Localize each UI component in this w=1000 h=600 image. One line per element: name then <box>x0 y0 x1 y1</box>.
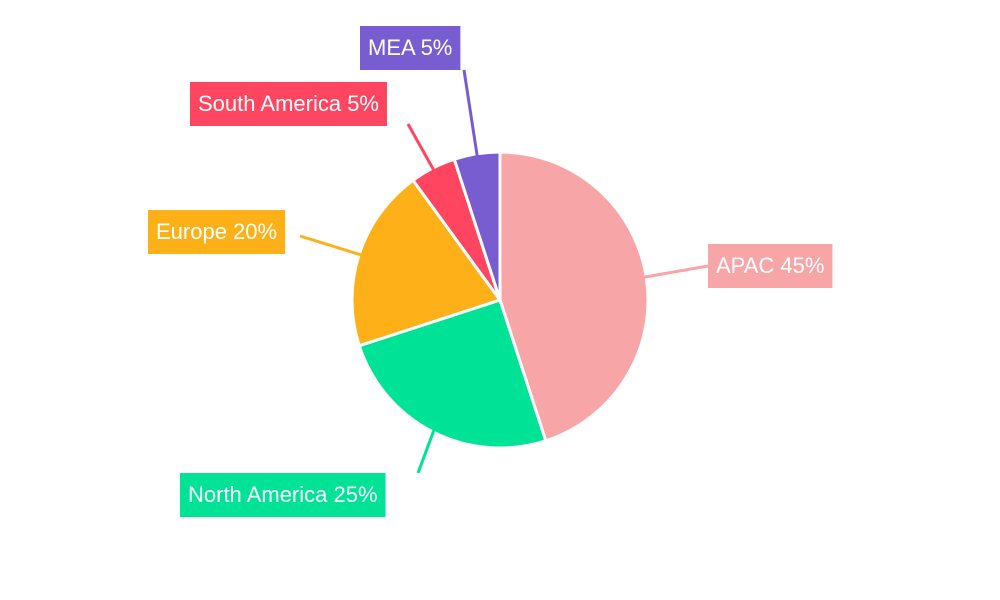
label-box <box>180 473 386 517</box>
leader-line <box>406 123 436 173</box>
data-label: APAC 45% <box>716 253 824 278</box>
data-label: South America 5% <box>198 91 379 116</box>
label-box <box>148 210 286 254</box>
leader-line <box>416 427 437 474</box>
leader-line <box>641 264 709 279</box>
leader-line <box>299 234 364 257</box>
data-label: North America 25% <box>188 482 378 507</box>
leader-line <box>462 69 479 159</box>
label-box <box>708 244 833 288</box>
data-label: Europe 20% <box>156 219 277 244</box>
label-box <box>360 26 461 70</box>
label-box <box>190 82 387 126</box>
data-label: MEA 5% <box>368 35 452 60</box>
